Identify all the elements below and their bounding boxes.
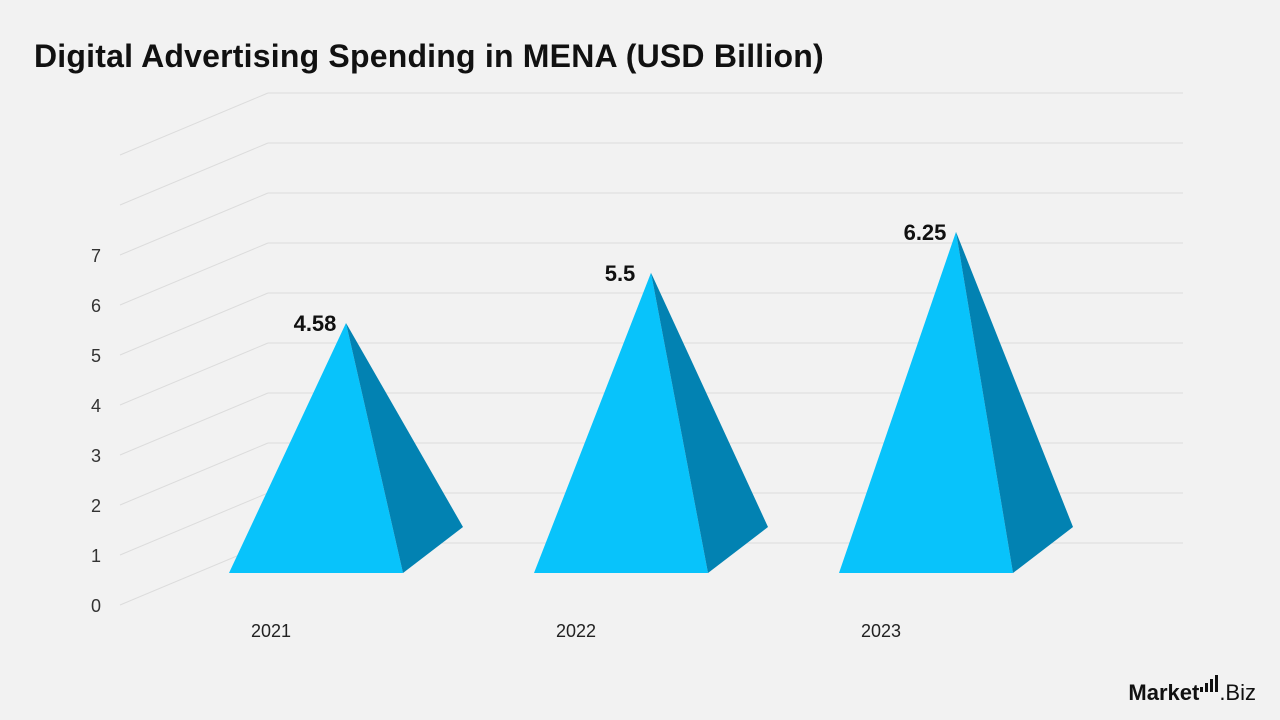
data-label: 4.58 (294, 311, 337, 336)
pyramid-side-face (346, 323, 463, 573)
y-tick-label: 0 (91, 596, 101, 616)
y-tick-label: 6 (91, 296, 101, 316)
y-tick-label: 4 (91, 396, 101, 416)
chart-title: Digital Advertising Spending in MENA (US… (34, 38, 824, 74)
pyramid-side-face (956, 231, 1073, 574)
x-category-label: 2023 (861, 621, 901, 641)
x-category-label: 2021 (251, 621, 291, 641)
y-tick-label: 1 (91, 546, 101, 566)
x-category-label: 2022 (556, 621, 596, 641)
y-tick-label: 3 (91, 446, 101, 466)
pyramid-front-face (229, 323, 403, 573)
pyramid-front-face (839, 231, 1013, 574)
pyramid-side-face (651, 272, 768, 573)
y-tick-label: 2 (91, 496, 101, 516)
brand-name-part2: .Biz (1219, 680, 1256, 705)
brand-logo: Market .Biz (1128, 675, 1256, 706)
y-tick-label: 5 (91, 346, 101, 366)
y-axis-ticks: 0 1 2 3 4 5 6 7 (91, 246, 101, 616)
brand-bars-icon (1200, 675, 1219, 692)
pyramid-bars (229, 231, 1073, 574)
data-labels: 4.58 5.5 6.25 (294, 220, 947, 336)
data-label: 6.25 (904, 220, 947, 245)
data-label: 5.5 (605, 261, 636, 286)
pyramid-front-face (534, 272, 708, 573)
x-axis-categories: 2021 2022 2023 (251, 621, 901, 641)
brand-name-part1: Market (1128, 680, 1200, 705)
y-tick-label: 7 (91, 246, 101, 266)
